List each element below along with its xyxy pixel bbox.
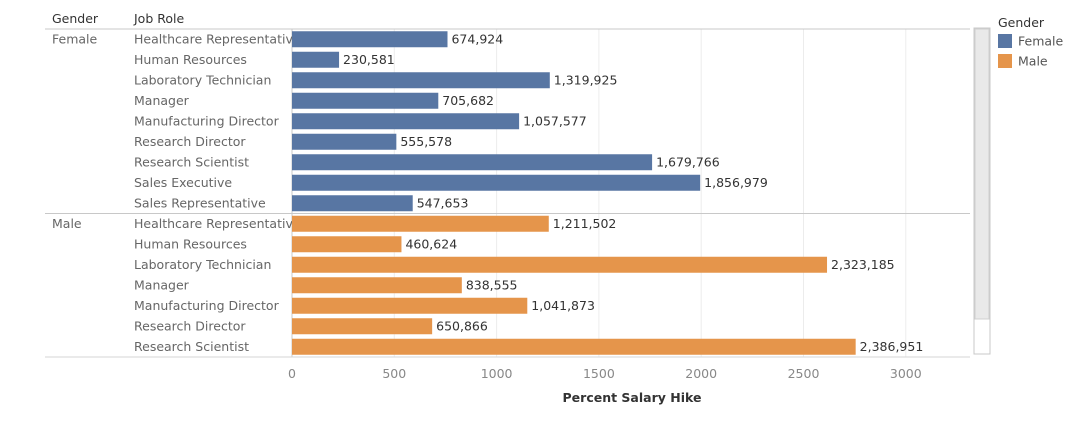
header-job-role: Job Role (133, 11, 184, 26)
x-tick-label: 2500 (788, 366, 820, 381)
data-label: 230,581 (343, 52, 395, 67)
header-gender: Gender (52, 11, 99, 26)
data-label: 1,679,766 (656, 155, 720, 170)
bar[interactable] (292, 195, 413, 212)
legend-swatch[interactable] (998, 34, 1012, 48)
category-label: Research Scientist (134, 339, 249, 354)
x-axis-ticks: 0 500 1000 1500 2000 2500 3000 (288, 366, 922, 381)
bar[interactable] (292, 51, 340, 68)
x-tick-label: 1500 (583, 366, 615, 381)
category-label: Healthcare Representative (134, 32, 301, 47)
bar[interactable] (292, 133, 397, 150)
data-label: 547,653 (417, 196, 469, 211)
data-label: 1,319,925 (554, 73, 618, 88)
category-label: Human Resources (134, 52, 247, 67)
group-label: Female (52, 32, 98, 47)
bar-rows: Female Healthcare Representative 674,924 Hu… (52, 31, 923, 355)
data-label: 1,057,577 (523, 114, 587, 129)
bar[interactable] (292, 72, 550, 89)
bar[interactable] (292, 236, 402, 253)
data-label: 674,924 (451, 32, 503, 47)
bar[interactable] (292, 174, 701, 191)
bar[interactable] (292, 277, 462, 294)
data-label: 1,041,873 (531, 298, 595, 313)
x-tick-label: 0 (288, 366, 296, 381)
category-label: Laboratory Technician (134, 257, 271, 272)
group-label: Male (52, 216, 82, 231)
category-label: Healthcare Representative (134, 216, 301, 231)
scrollbar-thumb[interactable] (974, 28, 990, 320)
category-label: Laboratory Technician (134, 73, 271, 88)
bar[interactable] (292, 318, 433, 335)
x-axis-title: Percent Salary Hike (563, 390, 702, 405)
bar[interactable] (292, 113, 520, 130)
data-label: 460,624 (405, 237, 457, 252)
data-label: 2,386,951 (860, 339, 924, 354)
x-tick-label: 1000 (481, 366, 513, 381)
category-label: Sales Executive (134, 175, 232, 190)
data-label: 1,211,502 (553, 216, 617, 231)
legend: Gender Female Male (998, 15, 1064, 69)
bar[interactable] (292, 92, 439, 109)
category-label: Manager (134, 93, 190, 108)
category-label: Manufacturing Director (134, 298, 280, 313)
bar[interactable] (292, 297, 528, 314)
category-label: Manufacturing Director (134, 114, 280, 129)
x-tick-label: 500 (382, 366, 406, 381)
bar[interactable] (292, 256, 828, 273)
legend-label[interactable]: Male (1018, 54, 1048, 69)
legend-swatch[interactable] (998, 54, 1012, 68)
category-label: Research Scientist (134, 155, 249, 170)
category-label: Research Director (134, 134, 246, 149)
bar[interactable] (292, 154, 653, 171)
bar[interactable] (292, 31, 448, 48)
legend-title: Gender (998, 15, 1045, 30)
data-label: 650,866 (436, 319, 488, 334)
x-tick-label: 2000 (685, 366, 717, 381)
data-label: 705,682 (442, 93, 494, 108)
legend-label[interactable]: Female (1018, 34, 1064, 49)
category-label: Research Director (134, 319, 246, 334)
data-label: 1,856,979 (704, 175, 768, 190)
data-label: 555,578 (400, 134, 452, 149)
x-tick-label: 3000 (890, 366, 922, 381)
data-label: 2,323,185 (831, 257, 895, 272)
bar[interactable] (292, 215, 549, 232)
data-label: 838,555 (466, 278, 518, 293)
category-label: Human Resources (134, 237, 247, 252)
bar[interactable] (292, 338, 856, 355)
category-label: Sales Representative (134, 196, 266, 211)
category-label: Manager (134, 278, 190, 293)
vertical-scrollbar[interactable] (973, 27, 991, 355)
